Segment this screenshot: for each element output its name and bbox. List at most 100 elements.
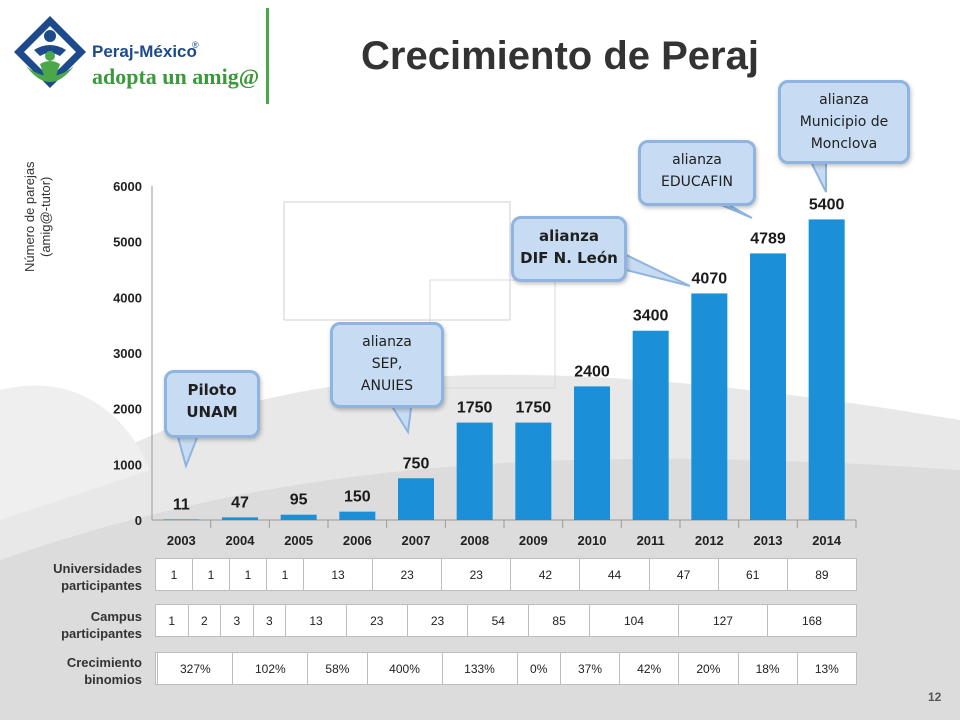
table-cell: 42% xyxy=(619,652,680,685)
data-label: 5400 xyxy=(809,196,845,213)
table-row: 327% 102% 58% 400% 133% 0% 37% 42% 20% 18% 13% xyxy=(154,652,858,685)
bar-2012 xyxy=(691,293,728,520)
logo-tagline: adopta un amig@ xyxy=(92,64,260,89)
bar-2004 xyxy=(222,517,258,520)
callout-sep-anuies: alianza SEP, ANUIES xyxy=(330,322,444,408)
page-title: Crecimiento de Peraj xyxy=(361,34,759,78)
table-cell: 58% xyxy=(307,652,368,685)
table-cell: 20% xyxy=(678,652,739,685)
bar-2011 xyxy=(632,330,669,520)
page-number: 12 xyxy=(928,690,942,704)
table-cell: 327% xyxy=(157,652,234,685)
table-cell: 400% xyxy=(366,652,443,685)
table-cell: 127 xyxy=(677,604,768,637)
x-tick-label: 2005 xyxy=(284,533,313,548)
peraj-logo: Peraj-México ® adopta un amig@ xyxy=(10,12,270,108)
table-cell: 23 xyxy=(406,604,469,637)
data-label: 11 xyxy=(173,496,190,513)
bar-2008 xyxy=(456,422,493,520)
table-cell: 13 xyxy=(302,558,374,591)
table-cell: 13% xyxy=(796,652,858,685)
callout-text: alianza DIF N. León xyxy=(520,227,618,267)
table-cell xyxy=(154,652,159,685)
data-label: 1750 xyxy=(457,400,493,417)
table-cell: 18% xyxy=(737,652,798,685)
callout-text: alianza SEP, ANUIES xyxy=(360,334,414,394)
table-cell: 1 xyxy=(266,558,304,591)
table-cell: 3 xyxy=(252,604,287,637)
table-cell: 0% xyxy=(516,652,561,685)
callout-piloto-unam: Piloto UNAM xyxy=(164,370,260,438)
x-tick-label: 2008 xyxy=(460,533,489,548)
y-tick-label: 0 xyxy=(135,513,142,528)
data-label: 4070 xyxy=(692,270,728,287)
bar-2010 xyxy=(574,386,610,520)
table-cell: 133% xyxy=(441,652,518,685)
callout-text: Piloto UNAM xyxy=(186,381,238,421)
y-tick-label: 1000 xyxy=(113,457,142,472)
y-tick-label: 4000 xyxy=(113,290,142,305)
table-cell: 104 xyxy=(588,604,679,637)
table-cell: 1 xyxy=(192,558,230,591)
x-tick-label: 2014 xyxy=(812,533,842,548)
table-cell: 47 xyxy=(648,558,719,591)
data-label: 750 xyxy=(403,455,430,472)
x-tick-label: 2012 xyxy=(695,533,724,548)
row-label-campus: Campus participantes xyxy=(61,609,142,641)
bar-2005 xyxy=(280,514,317,520)
callout-text: alianza EDUCAFIN xyxy=(661,152,733,190)
table-cell: 89 xyxy=(786,558,858,591)
row-label-crecimiento: Crecimiento binomios xyxy=(66,655,142,687)
bar-2007 xyxy=(398,478,434,520)
table-cell: 37% xyxy=(559,652,621,685)
table-universidades: 1 1 1 1 13 23 23 42 44 47 61 89 xyxy=(155,558,858,591)
table-cell: 1 xyxy=(155,604,189,637)
table-cell: 85 xyxy=(528,604,590,637)
data-label: 3400 xyxy=(633,308,669,325)
x-tick-label: 2013 xyxy=(754,533,783,548)
table-cell: 54 xyxy=(467,604,530,637)
table-row: 1 1 1 1 13 23 23 42 44 47 61 89 xyxy=(155,558,858,591)
data-label: 47 xyxy=(231,494,249,511)
data-label: 95 xyxy=(290,492,308,509)
data-label: 4789 xyxy=(750,230,786,247)
x-tick-label: 2004 xyxy=(226,533,256,548)
callout-educafin: alianza EDUCAFIN xyxy=(638,140,756,206)
data-label: 2400 xyxy=(574,363,610,380)
x-tick-label: 2006 xyxy=(343,533,372,548)
table-cell: 2 xyxy=(187,604,222,637)
x-tick-label: 2011 xyxy=(637,533,665,548)
table-cell: 23 xyxy=(345,604,408,637)
x-tick-label: 2007 xyxy=(402,533,431,548)
table-cell: 168 xyxy=(766,604,858,637)
logo-brand: Peraj-México xyxy=(92,42,197,61)
y-tick-label: 3000 xyxy=(113,346,142,361)
callout-text: alianza Municipio de Monclova xyxy=(799,92,889,152)
bar-2003 xyxy=(163,519,200,520)
x-tick-label: 2003 xyxy=(167,533,196,548)
table-cell: 23 xyxy=(372,558,443,591)
data-label: 1750 xyxy=(516,400,552,417)
table-row: 1 2 3 3 13 23 23 54 85 104 127 168 xyxy=(155,604,858,637)
table-cell: 61 xyxy=(717,558,788,591)
y-tick-label: 5000 xyxy=(113,235,142,250)
logo-figure-icon xyxy=(14,16,86,88)
table-cell: 3 xyxy=(220,604,254,637)
y-tick-label: 6000 xyxy=(113,179,142,194)
registered-mark: ® xyxy=(192,40,199,50)
row-label-universidades: Universidades participantes xyxy=(53,561,142,593)
callout-pointer xyxy=(614,248,691,287)
table-cell: 102% xyxy=(232,652,309,685)
bar-2009 xyxy=(515,422,552,520)
table-cell: 1 xyxy=(155,558,193,591)
table-cell: 23 xyxy=(441,558,512,591)
table-campus: 1 2 3 3 13 23 23 54 85 104 127 168 xyxy=(155,604,858,637)
y-tick-label: 2000 xyxy=(113,402,142,417)
callout-dif-leon: alianza DIF N. León xyxy=(511,216,627,282)
table-cell: 13 xyxy=(285,604,347,637)
x-tick-label: 2010 xyxy=(578,533,607,548)
x-tick-label: 2009 xyxy=(519,533,548,548)
table-cell: 42 xyxy=(510,558,581,591)
bar-2013 xyxy=(750,253,786,520)
